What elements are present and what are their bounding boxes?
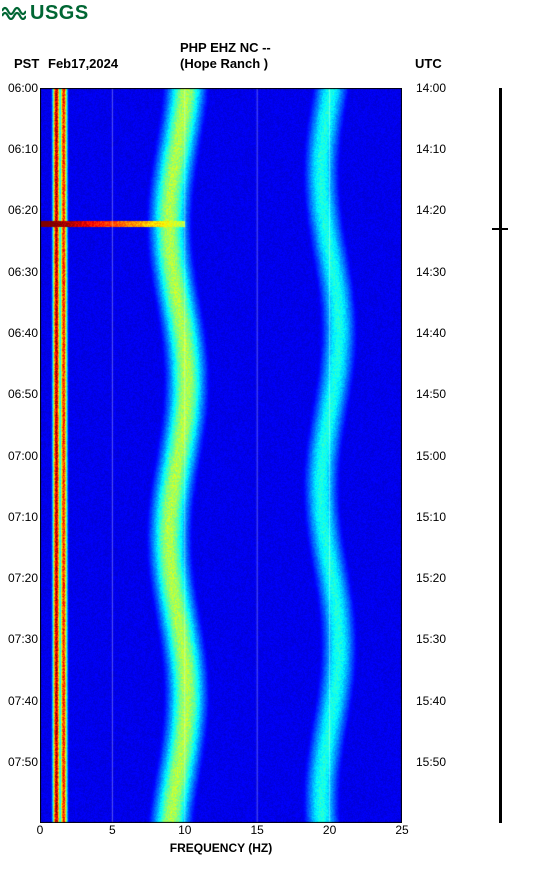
y-tick: 15:10 <box>416 510 446 524</box>
y-tick: 06:30 <box>8 265 38 279</box>
y-tick: 14:20 <box>416 203 446 217</box>
usgs-text: USGS <box>30 2 89 25</box>
y-tick: 15:50 <box>416 755 446 769</box>
utc-label: UTC <box>415 56 442 71</box>
y-tick: 14:40 <box>416 326 446 340</box>
amplitude-scale-bar <box>499 88 502 823</box>
usgs-logo: USGS <box>2 2 89 25</box>
x-tick: 20 <box>323 823 336 837</box>
y-tick: 15:40 <box>416 694 446 708</box>
station-name: (Hope Ranch ) <box>180 56 268 71</box>
y-tick: 14:10 <box>416 142 446 156</box>
y-tick: 07:30 <box>8 632 38 646</box>
y-tick: 07:20 <box>8 571 38 585</box>
y-tick: 07:40 <box>8 694 38 708</box>
x-tick: 15 <box>251 823 264 837</box>
x-tick: 0 <box>37 823 44 837</box>
y-axis-right-utc: 14:0014:1014:2014:3014:4014:5015:0015:10… <box>410 88 450 823</box>
date-label: Feb17,2024 <box>48 56 118 71</box>
y-tick: 07:00 <box>8 449 38 463</box>
y-tick: 15:00 <box>416 449 446 463</box>
y-tick: 06:50 <box>8 387 38 401</box>
chart-header: PST Feb17,2024 PHP EHZ NC -- (Hope Ranch… <box>0 40 552 76</box>
x-tick: 5 <box>109 823 116 837</box>
wave-icon <box>2 2 26 25</box>
y-tick: 14:50 <box>416 387 446 401</box>
y-tick: 15:30 <box>416 632 446 646</box>
y-tick: 06:40 <box>8 326 38 340</box>
x-axis-label: FREQUENCY (HZ) <box>170 841 272 855</box>
y-tick: 06:00 <box>8 81 38 95</box>
x-tick: 10 <box>178 823 191 837</box>
y-tick: 06:10 <box>8 142 38 156</box>
station-code: PHP EHZ NC -- <box>180 40 271 55</box>
y-tick: 07:10 <box>8 510 38 524</box>
y-tick: 07:50 <box>8 755 38 769</box>
y-tick: 14:30 <box>416 265 446 279</box>
y-tick: 06:20 <box>8 203 38 217</box>
y-axis-left-pst: 06:0006:1006:2006:3006:4006:5007:0007:10… <box>0 88 40 823</box>
amplitude-marker <box>492 228 508 230</box>
spectrogram-plot <box>40 88 402 823</box>
y-tick: 15:20 <box>416 571 446 585</box>
pst-label: PST <box>14 56 39 71</box>
spectrogram-canvas <box>40 88 402 823</box>
y-tick: 14:00 <box>416 81 446 95</box>
x-tick: 25 <box>395 823 408 837</box>
x-axis: FREQUENCY (HZ) 0510152025 <box>40 823 402 853</box>
